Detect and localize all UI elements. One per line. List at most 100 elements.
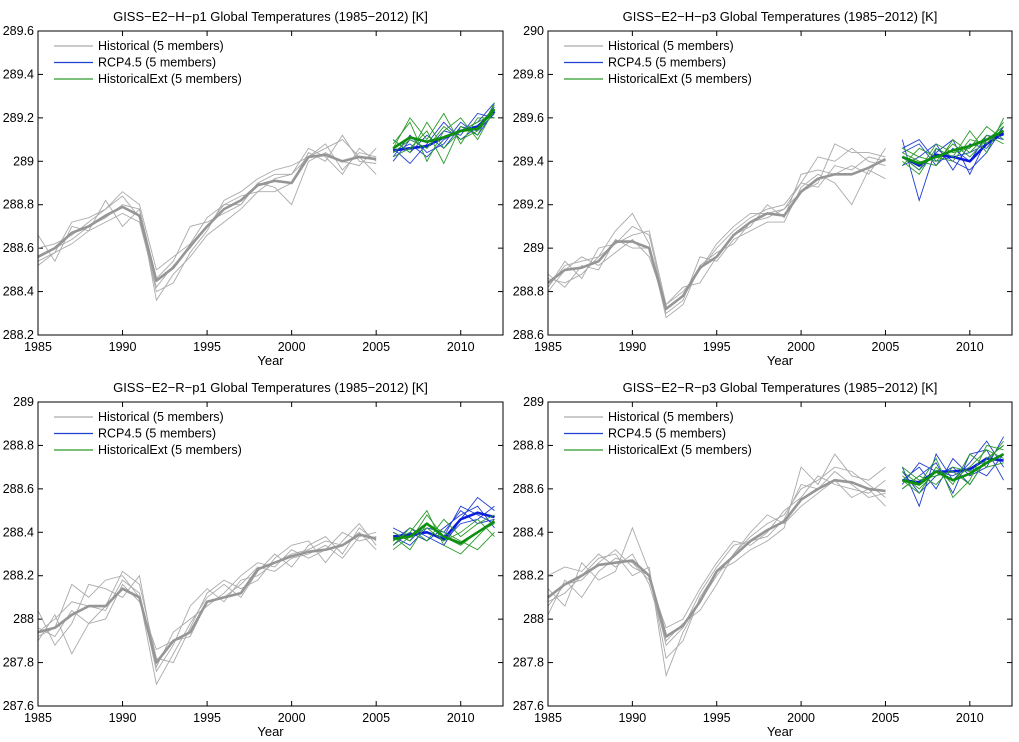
x-tick-label: 2005 bbox=[362, 340, 390, 354]
chart-panel-3: GISS−E2−R−p1 Global Temperatures (1985−2… bbox=[3, 380, 504, 739]
axes-frame bbox=[547, 30, 1013, 336]
chart-panel-2: GISS−E2−H−p3 Global Temperatures (1985−2… bbox=[513, 9, 1013, 368]
legend-label: HistoricalExt (5 members) bbox=[608, 443, 752, 457]
chart-panel-4: GISS−E2−R−p3 Global Temperatures (1985−2… bbox=[513, 380, 1013, 739]
plot-area bbox=[38, 402, 503, 706]
y-tick-label: 287.6 bbox=[513, 699, 544, 713]
y-tick-label: 289.4 bbox=[3, 67, 34, 81]
y-tick-label: 288.2 bbox=[513, 569, 544, 583]
legend-label: RCP4.5 (5 members) bbox=[608, 56, 726, 70]
x-tick-label: 1990 bbox=[109, 711, 137, 725]
legend-label: HistoricalExt (5 members) bbox=[608, 72, 752, 86]
y-tick-label: 289.2 bbox=[3, 111, 34, 125]
series-line-historicalext-member-3 bbox=[392, 112, 495, 149]
series-line-historical-mean bbox=[547, 157, 887, 311]
series-line-historical-member-1 bbox=[547, 147, 886, 310]
series-line-historical-mean bbox=[37, 153, 377, 283]
y-tick-label: 288.6 bbox=[513, 328, 544, 342]
series-line-historical-member-1 bbox=[37, 139, 377, 271]
legend: Historical (5 members) RCP4.5 (5 members)… bbox=[54, 410, 242, 457]
x-tick-label: 1990 bbox=[618, 711, 646, 725]
y-tick-label: 287.6 bbox=[3, 699, 34, 713]
series-line-historicalext-mean bbox=[901, 129, 1005, 165]
series-line-historical-member-5 bbox=[547, 470, 886, 647]
x-axis-label: Year bbox=[257, 353, 284, 368]
legend-label: Historical (5 members) bbox=[608, 410, 734, 424]
x-tick-label: 1990 bbox=[109, 340, 137, 354]
series-line-historicalext-member-1 bbox=[392, 509, 495, 555]
y-tick-label: 288 bbox=[13, 612, 34, 626]
x-tick-label: 2000 bbox=[278, 711, 306, 725]
series-line-historical-member-4 bbox=[547, 169, 886, 315]
legend: Historical (5 members) RCP4.5 (5 members)… bbox=[564, 39, 752, 86]
series-line-historicalext-member-2 bbox=[392, 102, 495, 165]
chart-title: GISS−E2−R−p3 Global Temperatures (1985−2… bbox=[623, 380, 938, 395]
series-line-historical-member-5 bbox=[547, 156, 886, 306]
legend-label: Historical (5 members) bbox=[98, 410, 224, 424]
y-tick-label: 288.8 bbox=[513, 285, 544, 299]
legend-label: RCP4.5 (5 members) bbox=[98, 427, 216, 441]
x-tick-label: 1995 bbox=[703, 711, 731, 725]
series-line-historicalext-member-3 bbox=[392, 514, 495, 546]
series-line-historicalext-member-2 bbox=[902, 134, 1004, 167]
x-tick-label: 1985 bbox=[24, 711, 52, 725]
x-tick-label: 2000 bbox=[787, 711, 815, 725]
y-tick-label: 288.6 bbox=[3, 482, 34, 496]
x-tick-label: 2000 bbox=[787, 340, 815, 354]
x-tick-label: 2005 bbox=[872, 340, 900, 354]
series-line-historical-member-1 bbox=[37, 527, 377, 686]
legend-label: RCP4.5 (5 members) bbox=[608, 427, 726, 441]
axes-frame bbox=[37, 30, 504, 336]
series-line-rcp45-mean bbox=[392, 511, 495, 541]
y-tick-label: 288.6 bbox=[513, 482, 544, 496]
y-tick-label: 289 bbox=[13, 395, 34, 409]
y-tick-label: 289.6 bbox=[513, 111, 544, 125]
series-line-historicalext-mean bbox=[901, 452, 1005, 486]
legend: Historical (5 members) RCP4.5 (5 members)… bbox=[54, 39, 242, 86]
x-axis-label: Year bbox=[767, 724, 794, 739]
y-tick-label: 289.6 bbox=[3, 24, 34, 38]
x-tick-label: 2005 bbox=[362, 711, 390, 725]
series-line-historicalext-member-5 bbox=[392, 104, 495, 153]
x-tick-label: 1995 bbox=[703, 340, 731, 354]
x-axis-label: Year bbox=[257, 724, 284, 739]
y-tick-label: 288.4 bbox=[513, 525, 544, 539]
legend: Historical (5 members) RCP4.5 (5 members)… bbox=[564, 410, 752, 457]
x-tick-label: 2010 bbox=[956, 711, 984, 725]
legend-label: HistoricalExt (5 members) bbox=[98, 72, 242, 86]
y-tick-label: 289.8 bbox=[513, 67, 544, 81]
series-line-historical-member-2 bbox=[37, 531, 377, 669]
y-tick-label: 288.2 bbox=[3, 569, 34, 583]
y-tick-label: 288.4 bbox=[3, 285, 34, 299]
legend-label: RCP4.5 (5 members) bbox=[98, 56, 216, 70]
y-tick-label: 288.8 bbox=[3, 198, 34, 212]
y-tick-label: 288.2 bbox=[3, 328, 34, 342]
series-line-historical-member-1 bbox=[547, 466, 886, 678]
y-tick-label: 287.8 bbox=[3, 656, 34, 670]
y-tick-label: 290 bbox=[523, 24, 544, 38]
axes-frame bbox=[547, 401, 1013, 707]
plot-area bbox=[548, 402, 1012, 706]
x-tick-label: 1995 bbox=[193, 340, 221, 354]
x-tick-label: 2005 bbox=[872, 711, 900, 725]
series-line-historical-member-5 bbox=[37, 143, 377, 293]
series-line-historical-member-3 bbox=[37, 522, 377, 664]
x-tick-label: 1990 bbox=[618, 340, 646, 354]
y-tick-label: 289.4 bbox=[513, 154, 544, 168]
y-tick-label: 288.4 bbox=[3, 525, 34, 539]
y-tick-label: 288 bbox=[523, 612, 544, 626]
series-line-historical-member-5 bbox=[37, 531, 377, 673]
y-tick-label: 289.2 bbox=[513, 198, 544, 212]
series-line-historicalext-mean bbox=[392, 520, 496, 545]
series-line-historicalext-member-1 bbox=[392, 108, 495, 163]
series-line-historical-member-2 bbox=[547, 143, 886, 319]
y-tick-label: 289 bbox=[13, 154, 34, 168]
x-tick-label: 1995 bbox=[193, 711, 221, 725]
y-tick-label: 288.6 bbox=[3, 241, 34, 255]
series-line-historicalext-member-4 bbox=[902, 125, 1004, 171]
y-tick-label: 288.8 bbox=[513, 438, 544, 452]
series-line-historicalext-member-2 bbox=[392, 523, 495, 551]
series-line-historicalext-member-3 bbox=[902, 453, 1004, 494]
plot-area bbox=[548, 31, 1012, 335]
series-line-historicalext-member-1 bbox=[902, 117, 1005, 175]
